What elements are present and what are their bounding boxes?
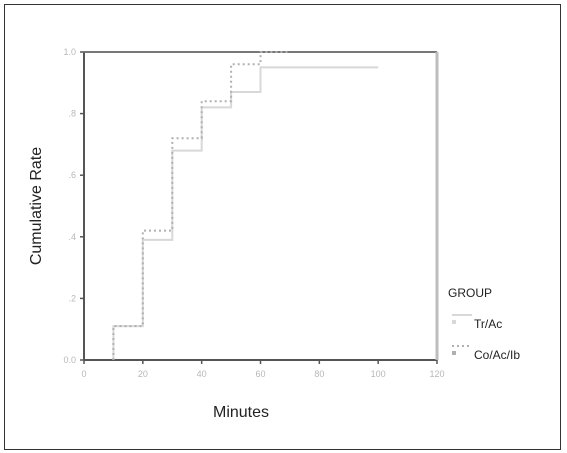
x-tick-label: 60	[255, 369, 265, 379]
x-axis: 0 20 40 60 80 100 120	[81, 360, 445, 379]
series-layer	[112, 51, 379, 360]
legend-swatch-marker	[452, 320, 456, 324]
series-line-co-ac-ib	[112, 51, 290, 360]
plot-border	[83, 51, 438, 361]
y-axis-title: Cumulative Rate	[28, 147, 45, 265]
x-axis-title: Minutes	[213, 404, 269, 421]
x-tick-label: 40	[197, 369, 207, 379]
y-tick-label: 0.0	[63, 355, 76, 365]
x-tick-label: 20	[138, 369, 148, 379]
x-tick-label: 0	[81, 369, 86, 379]
x-tick-label: 100	[371, 369, 386, 379]
y-tick-label: .8	[68, 109, 76, 119]
y-axis: 0.0 .2 .4 .6 .8 1.0	[63, 47, 84, 365]
y-tick-label: .2	[68, 293, 76, 303]
legend-items: Tr/Ac Co/Ac/Ib	[452, 314, 520, 362]
y-tick-label: 1.0	[63, 47, 76, 57]
legend-label: Co/Ac/Ib	[474, 348, 520, 362]
chart-canvas: 0.0 .2 .4 .6 .8 1.0 0 20 40 60 80 100 120 Cumulativ…	[28, 47, 520, 421]
plot-area	[83, 51, 439, 361]
legend: GROUP Tr/Ac Co/Ac/Ib	[448, 286, 520, 362]
legend-title: GROUP	[448, 286, 492, 300]
y-tick-label: .6	[68, 170, 76, 180]
y-tick-label: .4	[68, 232, 76, 242]
figure-frame: 0.0 .2 .4 .6 .8 1.0 0 20 40 60 80 100 120 Cumulativ…	[4, 4, 561, 450]
x-tick-label: 120	[429, 369, 444, 379]
legend-label: Tr/Ac	[474, 317, 502, 331]
legend-swatch-marker	[452, 351, 456, 355]
x-tick-label: 80	[314, 369, 324, 379]
series-line-tr-ac	[112, 66, 379, 360]
